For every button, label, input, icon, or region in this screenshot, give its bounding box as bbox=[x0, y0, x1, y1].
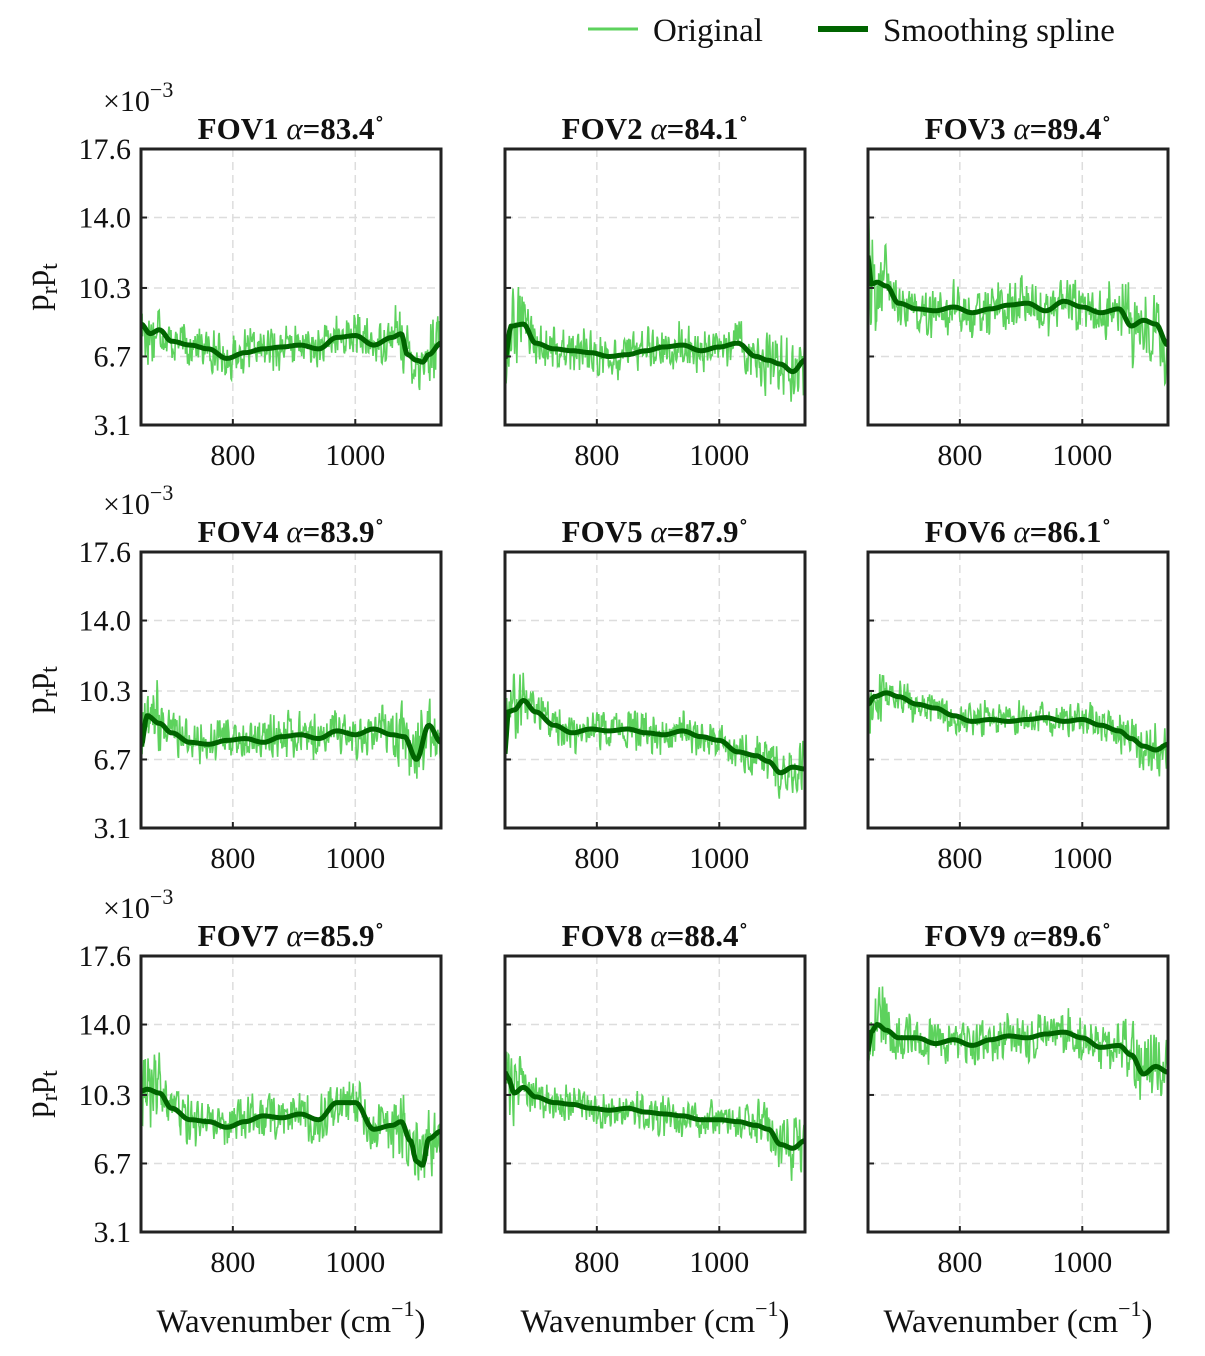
axes-frame bbox=[503, 147, 807, 427]
x-tick-label: 800 bbox=[937, 1246, 982, 1279]
series-original bbox=[505, 1051, 805, 1181]
x-tick-label: 1000 bbox=[1052, 439, 1112, 472]
series-smoothing-spline bbox=[141, 321, 441, 365]
y-tick-label: 14.0 bbox=[79, 202, 132, 235]
x-tick-label: 1000 bbox=[325, 439, 385, 472]
series-smoothing-spline bbox=[141, 1086, 441, 1168]
series-original bbox=[141, 1052, 441, 1181]
axes-frame bbox=[139, 147, 443, 427]
panel-title: FOV6 α=86.1∘ bbox=[925, 511, 1112, 549]
y-tick-label: 10.3 bbox=[79, 272, 132, 305]
panel-title: FOV8 α=88.4∘ bbox=[562, 915, 749, 953]
y-tick-label: 10.3 bbox=[79, 1079, 132, 1112]
x-tick-label: 800 bbox=[574, 1246, 619, 1279]
panel-fov5: 800 1000 FOV5 α=87.9∘ bbox=[503, 511, 807, 875]
y-multiplier: ×10−3 bbox=[103, 480, 173, 521]
x-axis-label: Wavenumber (cm−1) bbox=[156, 1296, 425, 1340]
y-tick-label: 3.1 bbox=[94, 812, 132, 845]
series-original bbox=[141, 680, 441, 779]
y-tick-label: 17.6 bbox=[79, 133, 132, 166]
y-axis-label: prpt bbox=[20, 263, 63, 311]
panel-title: FOV9 α=89.6∘ bbox=[925, 915, 1112, 953]
panel-fov3: 800 1000 FOV3 α=89.4∘ bbox=[866, 108, 1170, 472]
panel-fov7: 800 1000 3.1 6.7 10.3 14.0 17.6 FOV7 α=85.9∘ ×10… bbox=[20, 884, 443, 1340]
series-original bbox=[141, 305, 441, 391]
series-original bbox=[868, 986, 1168, 1100]
y-tick-label: 14.0 bbox=[79, 1009, 132, 1042]
panel-fov6: 800 1000 FOV6 α=86.1∘ bbox=[866, 511, 1170, 875]
panel-fov9: 800 1000 FOV9 α=89.6∘ Wavenumber (cm−1) bbox=[866, 915, 1170, 1340]
x-tick-label: 800 bbox=[937, 842, 982, 875]
legend: Original Smoothing spline bbox=[588, 13, 1115, 49]
y-tick-label: 14.0 bbox=[79, 605, 132, 638]
x-tick-label: 1000 bbox=[689, 842, 749, 875]
y-tick-label: 17.6 bbox=[79, 940, 132, 973]
y-multiplier: ×10−3 bbox=[103, 884, 173, 925]
panel-title: FOV4 α=83.9∘ bbox=[198, 511, 385, 549]
y-tick-label: 10.3 bbox=[79, 675, 132, 708]
series-smoothing-spline bbox=[505, 321, 805, 375]
axes-frame bbox=[503, 954, 807, 1234]
panel-fov2: 800 1000 FOV2 α=84.1∘ bbox=[503, 108, 807, 472]
x-tick-label: 800 bbox=[937, 439, 982, 472]
y-tick-label: 17.6 bbox=[79, 536, 132, 569]
axes-frame bbox=[139, 954, 443, 1234]
y-axis-label: prpt bbox=[20, 666, 63, 714]
panels: 800 1000 3.1 6.7 10.3 14.0 17.6 FOV1 α=83.4∘ ×10… bbox=[20, 77, 1170, 1340]
series-original bbox=[868, 204, 1168, 387]
x-tick-label: 1000 bbox=[689, 1246, 749, 1279]
axes-frame bbox=[503, 550, 807, 830]
series-smoothing-spline bbox=[868, 1022, 1168, 1077]
y-tick-label: 6.7 bbox=[94, 743, 132, 776]
legend-original-label: Original bbox=[653, 13, 763, 49]
y-axis-label: prpt bbox=[20, 1070, 63, 1118]
x-tick-label: 1000 bbox=[689, 439, 749, 472]
axes-frame bbox=[866, 550, 1170, 830]
x-tick-label: 1000 bbox=[1052, 1246, 1112, 1279]
series-smoothing-spline bbox=[868, 690, 1168, 753]
series-smoothing-spline bbox=[868, 255, 1168, 348]
axes-frame bbox=[866, 954, 1170, 1234]
x-tick-label: 800 bbox=[574, 439, 619, 472]
series-smoothing-spline bbox=[505, 1070, 805, 1151]
axes-frame bbox=[139, 550, 443, 830]
y-tick-label: 3.1 bbox=[94, 409, 132, 442]
x-tick-label: 1000 bbox=[325, 1246, 385, 1279]
y-tick-label: 6.7 bbox=[94, 340, 132, 373]
x-tick-label: 1000 bbox=[1052, 842, 1112, 875]
legend-spline-label: Smoothing spline bbox=[883, 13, 1115, 49]
x-axis-label: Wavenumber (cm−1) bbox=[520, 1296, 789, 1340]
panel-title: FOV5 α=87.9∘ bbox=[562, 511, 749, 549]
panel-title: FOV2 α=84.1∘ bbox=[562, 108, 749, 146]
y-tick-label: 6.7 bbox=[94, 1147, 132, 1180]
y-multiplier: ×10−3 bbox=[103, 77, 173, 118]
x-axis-label: Wavenumber (cm−1) bbox=[883, 1296, 1152, 1340]
y-tick-label: 3.1 bbox=[94, 1216, 132, 1249]
series-smoothing-spline bbox=[141, 713, 441, 762]
panel-title: FOV7 α=85.9∘ bbox=[198, 915, 385, 953]
x-tick-label: 800 bbox=[210, 842, 255, 875]
series-original bbox=[868, 674, 1168, 777]
series-original bbox=[505, 286, 805, 402]
panel-fov8: 800 1000 FOV8 α=88.4∘ Wavenumber (cm−1) bbox=[503, 915, 807, 1340]
x-tick-label: 800 bbox=[210, 439, 255, 472]
series-original bbox=[505, 672, 805, 799]
panel-title: FOV1 α=83.4∘ bbox=[198, 108, 385, 146]
panel-title: FOV3 α=89.4∘ bbox=[925, 108, 1112, 146]
x-tick-label: 800 bbox=[210, 1246, 255, 1279]
x-tick-label: 800 bbox=[574, 842, 619, 875]
series-smoothing-spline bbox=[505, 698, 805, 776]
x-tick-label: 1000 bbox=[325, 842, 385, 875]
panel-fov1: 800 1000 3.1 6.7 10.3 14.0 17.6 FOV1 α=83.4∘ ×10… bbox=[20, 77, 443, 472]
panel-fov4: 800 1000 3.1 6.7 10.3 14.0 17.6 FOV4 α=83.9∘ ×10… bbox=[20, 480, 443, 875]
